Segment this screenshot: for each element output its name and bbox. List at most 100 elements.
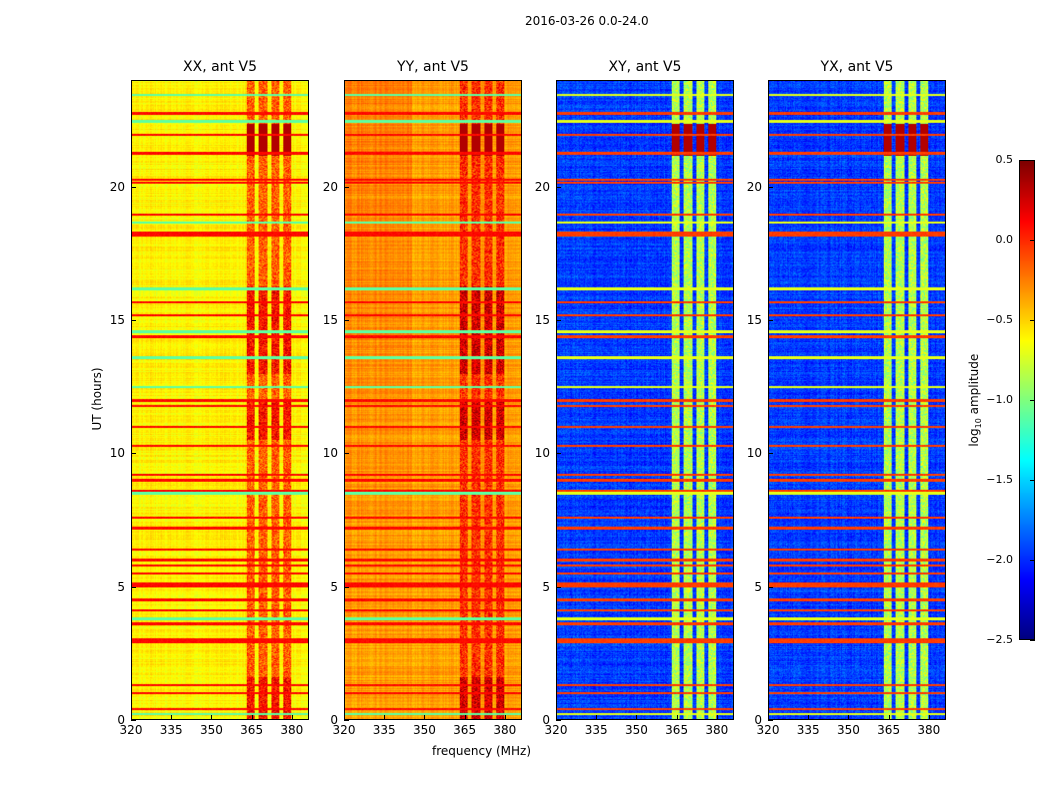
y-tick-label: 10: [534, 446, 550, 461]
y-tick-mark: [768, 320, 773, 321]
colorbar-tick-mark: [1030, 160, 1035, 161]
y-axis-label: UT (hours): [90, 367, 104, 431]
y-tick-label: 5: [117, 579, 125, 594]
x-tick-label: 365: [877, 723, 901, 737]
y-tick-label: 15: [746, 313, 762, 327]
y-tick-mark: [556, 453, 561, 455]
y-tick-mark: [344, 186, 349, 188]
x-tick-mark: [808, 715, 810, 720]
x-tick-mark: [556, 715, 557, 720]
colorbar-tick-label: −2.5: [986, 633, 1013, 646]
figure-title: 2016-03-26 0.0-24.0: [525, 14, 649, 28]
colorbar-tick-label: 0.0: [995, 233, 1014, 246]
y-tick-label: 5: [330, 579, 338, 594]
y-tick-mark: [131, 586, 136, 588]
y-tick-label: 20: [109, 179, 125, 194]
x-tick-label: 335: [372, 723, 396, 737]
x-tick-mark: [676, 715, 678, 720]
heatmap-image: [132, 81, 308, 719]
y-tick-mark: [556, 320, 561, 321]
y-tick-label: 0: [117, 713, 125, 727]
y-tick-label: 0: [330, 713, 338, 727]
x-axis-label: frequency (MHz): [432, 744, 532, 758]
y-tick-label: 0: [754, 713, 762, 727]
colorbar-label-sub: 10: [974, 418, 984, 429]
y-tick-mark: [556, 186, 561, 188]
y-tick-mark: [556, 720, 561, 721]
x-tick-mark: [464, 715, 466, 720]
y-tick-mark: [556, 586, 561, 588]
x-tick-label: 320: [332, 723, 356, 737]
colorbar-tick-label: 0.5: [995, 153, 1014, 166]
y-tick-label: 5: [754, 579, 762, 594]
x-tick-label: 320: [756, 723, 780, 737]
x-tick-mark: [344, 715, 345, 720]
colorbar-tick-label: −2.0: [986, 553, 1013, 566]
x-tick-label: 350: [624, 723, 648, 737]
y-tick-mark: [344, 320, 349, 321]
x-tick-label: 350: [836, 723, 860, 737]
heatmap-image: [557, 81, 733, 719]
panel-title: YY, ant V5: [397, 59, 469, 75]
y-tick-label: 10: [322, 446, 338, 461]
x-tick-label: 350: [199, 723, 223, 737]
y-tick-mark: [768, 453, 773, 455]
x-tick-mark: [768, 715, 769, 720]
y-tick-label: 5: [542, 579, 550, 594]
panel-title: XY, ant V5: [608, 59, 682, 75]
x-tick-mark: [596, 715, 598, 720]
x-tick-mark: [888, 715, 890, 720]
x-tick-mark: [384, 715, 386, 720]
panel-title: XX, ant V5: [183, 59, 257, 75]
x-tick-mark: [716, 715, 718, 720]
y-tick-label: 10: [746, 446, 762, 461]
colorbar-tick-mark: [1030, 400, 1035, 401]
x-tick-label: 365: [665, 723, 689, 737]
x-tick-label: 320: [544, 723, 568, 737]
colorbar-tick-label: −1.0: [986, 393, 1013, 406]
y-tick-mark: [768, 586, 773, 588]
colorbar-tick-mark: [1030, 640, 1035, 641]
y-tick-label: 20: [534, 179, 550, 194]
x-tick-label: 365: [453, 723, 477, 737]
y-tick-label: 20: [322, 179, 338, 194]
x-tick-label: 320: [119, 723, 143, 737]
x-tick-mark: [848, 715, 850, 720]
y-tick-label: 0: [542, 713, 550, 727]
y-tick-label: 15: [322, 313, 338, 327]
x-tick-mark: [291, 715, 293, 720]
x-tick-label: 350: [412, 723, 436, 737]
colorbar-tick-label: −1.5: [986, 473, 1013, 486]
heatmap-image: [345, 81, 521, 719]
colorbar-tick-label: −0.5: [986, 313, 1013, 326]
x-tick-label: 335: [796, 723, 820, 737]
heatmap-panel: [344, 80, 522, 720]
x-tick-mark: [928, 715, 930, 720]
heatmap-image: [769, 81, 945, 719]
y-tick-mark: [131, 320, 136, 321]
y-tick-mark: [344, 453, 349, 455]
x-tick-label: 380: [493, 723, 517, 737]
colorbar-label-main: log: [966, 428, 981, 447]
x-tick-mark: [251, 715, 253, 720]
colorbar-tick-mark: [1030, 320, 1035, 321]
x-tick-mark: [211, 715, 213, 720]
y-tick-mark: [768, 720, 773, 721]
x-tick-label: 365: [240, 723, 264, 737]
x-tick-mark: [131, 715, 132, 720]
y-tick-mark: [131, 186, 136, 188]
colorbar-label-rest: amplitude: [966, 353, 981, 419]
x-tick-label: 335: [584, 723, 608, 737]
y-tick-mark: [131, 720, 136, 721]
colorbar-label: log10 amplitude: [967, 350, 983, 450]
x-tick-mark: [171, 715, 173, 720]
y-tick-label: 15: [109, 313, 125, 327]
x-tick-label: 380: [280, 723, 304, 737]
colorbar-tick-mark: [1030, 480, 1035, 481]
heatmap-panel: [131, 80, 309, 720]
y-tick-label: 15: [534, 313, 550, 327]
y-tick-label: 20: [746, 179, 762, 194]
heatmap-panel: [768, 80, 946, 720]
x-tick-label: 380: [705, 723, 729, 737]
